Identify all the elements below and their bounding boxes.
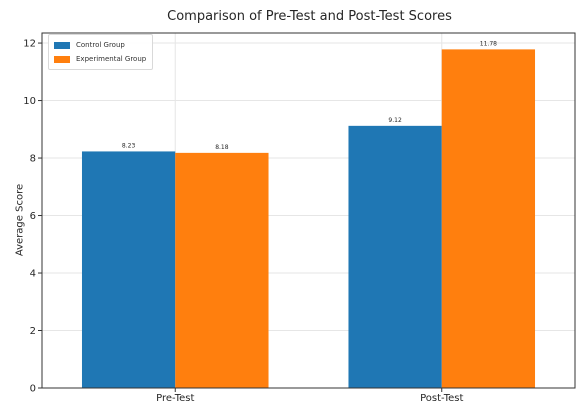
axes-frame — [41, 32, 576, 389]
legend-label-control: Control Group — [76, 41, 125, 49]
bar — [81, 151, 176, 388]
y-tick-label: 6 — [30, 211, 36, 222]
bar-value-label: 8.18 — [215, 144, 229, 151]
y-tick-label: 2 — [30, 326, 36, 337]
legend-label-experimental: Experimental Group — [76, 55, 147, 63]
bar — [348, 125, 442, 388]
x-tick-label: Post-Test — [420, 393, 463, 404]
y-tick-label: 8 — [30, 154, 36, 165]
legend-item-control: Control Group — [54, 38, 146, 52]
legend: Control Group Experimental Group — [48, 34, 154, 70]
bar — [441, 49, 536, 389]
legend-swatch-control — [54, 41, 70, 49]
y-tick-label: 12 — [23, 39, 36, 50]
y-tick-label: 10 — [23, 96, 36, 107]
legend-swatch-experimental — [54, 55, 70, 63]
y-tick-label: 0 — [30, 384, 36, 395]
chart-title: Comparison of Pre-Test and Post-Test Sco… — [167, 9, 452, 24]
bar-value-label: 9.12 — [388, 117, 402, 124]
bar-value-label: 11.78 — [480, 40, 497, 47]
bar — [175, 152, 269, 388]
y-tick-label: 4 — [30, 269, 36, 280]
x-tick-label: Pre-Test — [156, 393, 194, 404]
bar-value-label: 8.23 — [122, 142, 136, 149]
legend-item-experimental: Experimental Group — [54, 52, 146, 66]
